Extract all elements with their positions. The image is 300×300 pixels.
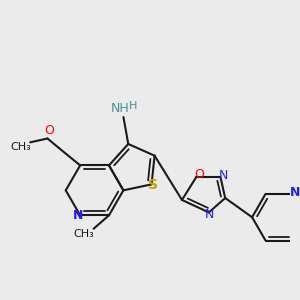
Text: O: O (44, 124, 54, 137)
Text: N: N (290, 187, 300, 200)
Text: H: H (129, 100, 137, 111)
Text: CH₃: CH₃ (74, 229, 94, 238)
Text: N: N (73, 209, 83, 222)
Text: O: O (194, 169, 204, 182)
Text: N: N (219, 169, 228, 182)
Text: NH: NH (111, 102, 130, 115)
Text: N: N (205, 208, 214, 221)
Text: S: S (148, 178, 158, 192)
Text: CH₃: CH₃ (10, 142, 31, 152)
